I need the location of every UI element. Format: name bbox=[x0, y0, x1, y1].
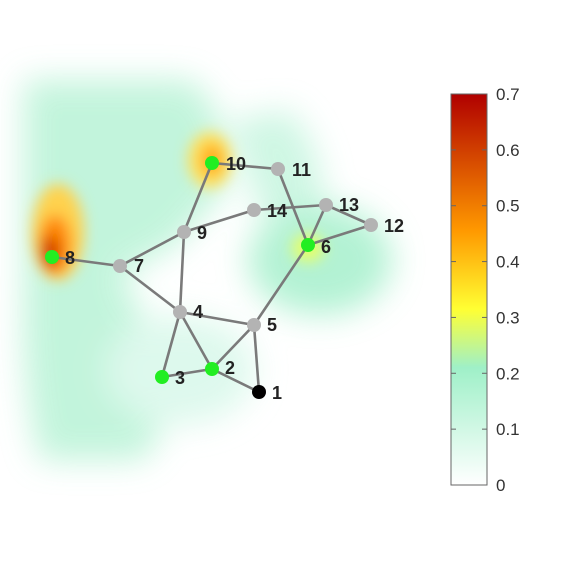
node-label-14: 14 bbox=[267, 201, 287, 221]
edge-7-9 bbox=[118, 230, 186, 268]
node-label-9: 9 bbox=[197, 223, 207, 243]
node-9 bbox=[177, 225, 191, 239]
node-label-6: 6 bbox=[321, 237, 331, 257]
edge-9-14 bbox=[182, 208, 256, 234]
edge-3-4 bbox=[160, 310, 182, 379]
edge-4-5 bbox=[178, 310, 256, 327]
node-12 bbox=[364, 218, 378, 232]
node-label-10: 10 bbox=[226, 154, 246, 174]
node-label-12: 12 bbox=[384, 216, 404, 236]
node-8 bbox=[45, 250, 59, 264]
node-1 bbox=[252, 385, 266, 399]
node-label-8: 8 bbox=[65, 248, 75, 268]
node-14 bbox=[247, 203, 261, 217]
node-label-5: 5 bbox=[267, 315, 277, 335]
node-label-4: 4 bbox=[193, 302, 203, 322]
edge-5-6 bbox=[252, 243, 310, 327]
node-11 bbox=[271, 162, 285, 176]
node-6 bbox=[301, 238, 315, 252]
colorbar-tick-label: 0.4 bbox=[496, 253, 520, 272]
edge-4-7 bbox=[118, 264, 182, 314]
graph-nodes bbox=[45, 156, 378, 399]
edge-10-11 bbox=[210, 161, 280, 171]
graph-edges bbox=[50, 161, 373, 394]
node-7 bbox=[113, 259, 127, 273]
colorbar-tick-label: 0.2 bbox=[496, 364, 520, 383]
colorbar-tick-label: 0.1 bbox=[496, 420, 520, 439]
node-3 bbox=[155, 370, 169, 384]
edge-13-14 bbox=[252, 203, 328, 212]
edge-2-5 bbox=[210, 323, 256, 371]
edge-2-3 bbox=[160, 367, 214, 379]
edge-1-2 bbox=[210, 367, 261, 394]
edge-1-5 bbox=[252, 323, 261, 394]
colorbar-tick-label: 0.3 bbox=[496, 308, 520, 327]
heatmap-field bbox=[23, 80, 392, 460]
edge-4-9 bbox=[178, 230, 186, 314]
edge-12-13 bbox=[324, 203, 373, 227]
node-5 bbox=[247, 318, 261, 332]
node-label-2: 2 bbox=[225, 358, 235, 378]
edge-2-4 bbox=[178, 310, 214, 371]
colorbar-tick-label: 0.6 bbox=[496, 141, 520, 160]
node-label-7: 7 bbox=[134, 256, 144, 276]
colorbar-tick-label: 0.7 bbox=[496, 85, 520, 104]
node-13 bbox=[319, 198, 333, 212]
node-10 bbox=[205, 156, 219, 170]
edge-9-10 bbox=[182, 161, 214, 234]
node-2 bbox=[205, 362, 219, 376]
edge-6-12 bbox=[306, 223, 373, 247]
edge-6-13 bbox=[306, 203, 328, 247]
node-label-11: 11 bbox=[292, 160, 311, 180]
colorbar-ticks: 0 0.1 0.2 0.3 0.4 0.5 0.6 0.7 bbox=[451, 85, 520, 495]
colorbar: 0 0.1 0.2 0.3 0.4 0.5 0.6 0.7 bbox=[450, 85, 520, 495]
colorbar-gradient bbox=[450, 93, 488, 486]
node-label-1: 1 bbox=[272, 383, 282, 403]
colorbar-tick-label: 0.5 bbox=[496, 197, 520, 216]
node-label-13: 13 bbox=[339, 195, 359, 215]
edge-7-8 bbox=[50, 255, 122, 268]
node-label-3: 3 bbox=[175, 368, 185, 388]
node-4 bbox=[173, 305, 187, 319]
colorbar-tick-label: 0 bbox=[496, 476, 505, 495]
